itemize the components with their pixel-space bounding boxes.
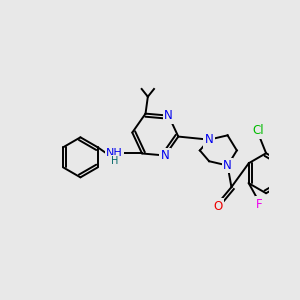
Text: F: F (256, 197, 263, 211)
Text: Cl: Cl (253, 124, 264, 137)
Text: N: N (205, 133, 214, 146)
Text: O: O (213, 200, 222, 213)
Text: N: N (223, 159, 232, 172)
Text: N: N (161, 149, 170, 162)
Text: NH: NH (106, 148, 123, 158)
Text: N: N (164, 109, 173, 122)
Text: H: H (111, 156, 118, 166)
